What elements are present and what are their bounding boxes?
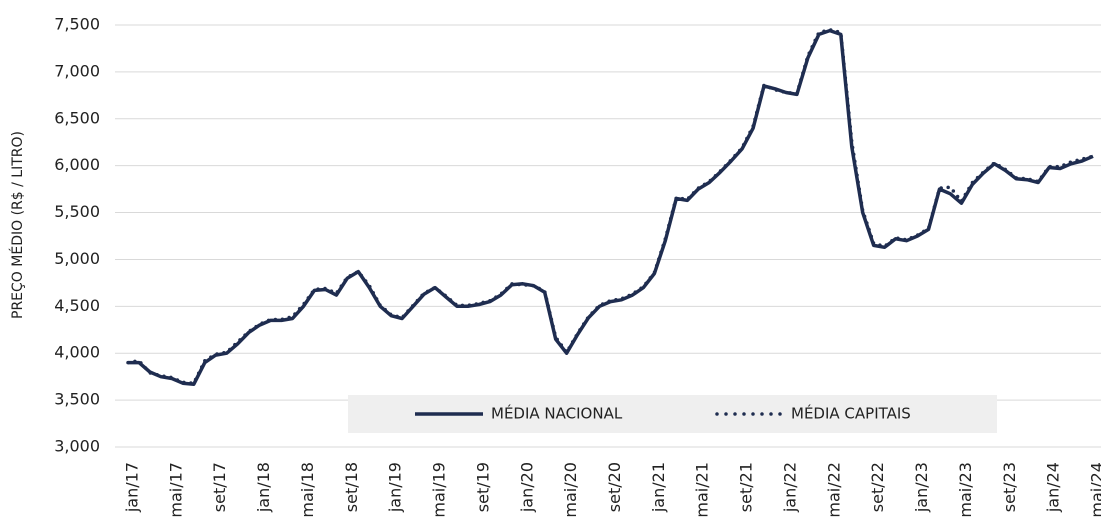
x-tick-label: mai/21 <box>693 462 712 518</box>
x-tick-label: set/23 <box>1000 462 1019 512</box>
y-tick-label: 5,500 <box>54 202 100 221</box>
x-tick-label: set/18 <box>342 462 361 512</box>
x-tick-label: mai/22 <box>824 462 843 518</box>
y-tick-label: 6,500 <box>54 108 100 127</box>
legend-label: MÉDIA CAPITAIS <box>791 404 911 423</box>
x-tick-label: set/17 <box>210 462 229 512</box>
x-tick-label: mai/17 <box>166 462 185 518</box>
line-series <box>128 28 1094 386</box>
y-tick-label: 4,000 <box>54 343 100 362</box>
y-tick-label: 7,500 <box>54 15 100 34</box>
x-tick-label: jan/19 <box>386 462 405 513</box>
x-tick-label: jan/20 <box>517 462 536 513</box>
y-tick-label: 5,000 <box>54 249 100 268</box>
legend-label: MÉDIA NACIONAL <box>491 404 623 423</box>
x-tick-label: jan/18 <box>254 462 273 513</box>
x-tick-label: set/19 <box>473 462 492 512</box>
y-axis-label: PREÇO MÉDIO (R$ / LITRO) <box>9 131 26 319</box>
x-tick-label: mai/18 <box>298 462 317 518</box>
x-tick-label: jan/17 <box>123 462 142 513</box>
x-tick-label: mai/19 <box>430 462 449 518</box>
x-tick-label: set/21 <box>737 462 756 512</box>
y-tick-label: 4,500 <box>54 296 100 315</box>
x-tick-label: jan/21 <box>649 462 668 513</box>
x-tick-label: jan/22 <box>780 462 799 513</box>
x-tick-label: mai/20 <box>561 462 580 518</box>
x-tick-label: mai/23 <box>956 462 975 518</box>
line-series <box>126 27 1095 385</box>
x-tick-label: mai/24 <box>1088 462 1101 518</box>
y-tick-label: 3,500 <box>54 390 100 409</box>
y-tick-label: 3,000 <box>54 437 100 456</box>
y-tick-label: 7,000 <box>54 61 100 80</box>
x-tick-label: jan/23 <box>912 462 931 513</box>
x-tick-label: set/22 <box>868 462 887 512</box>
x-tick-label: set/20 <box>605 462 624 512</box>
y-tick-label: 6,000 <box>54 155 100 174</box>
x-tick-label: jan/24 <box>1044 462 1063 513</box>
